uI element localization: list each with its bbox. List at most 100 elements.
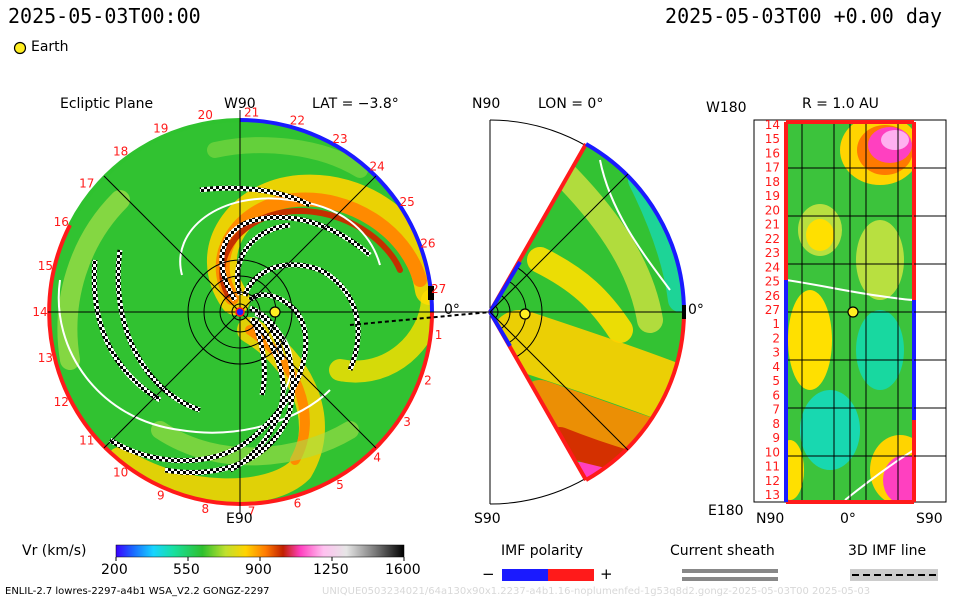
radial-y-label: 5	[772, 374, 780, 388]
colorbar-tick-550: 550	[173, 562, 200, 578]
ecliptic-tick-label: 4	[373, 451, 381, 465]
radial-y-label: 13	[765, 488, 780, 502]
colorbar-tick-1600: 1600	[385, 562, 421, 578]
ecliptic-tick-label: 19	[153, 121, 168, 135]
ecliptic-tick-label: 14	[32, 305, 47, 319]
radial-polarity-rim	[784, 120, 916, 504]
radial-y-label: 3	[772, 346, 780, 360]
meridional-polarity-rim	[488, 142, 686, 482]
datetime-left: 2025-05-03T00:00	[8, 4, 201, 28]
colorbar-tick-900: 900	[245, 562, 272, 578]
meridional-current-sheath	[599, 159, 671, 291]
radial-y-label: 24	[765, 260, 780, 274]
imf-polarity-title: IMF polarity	[501, 543, 584, 559]
radial-y-label: 4	[772, 360, 780, 374]
radial-y-label: 27	[765, 303, 780, 317]
radial-x-mid: 0°	[840, 511, 856, 527]
colorbar-tick-1250: 1250	[313, 562, 349, 578]
ecliptic-tick-label: 17	[79, 176, 94, 190]
ecliptic-tick-label: 27	[431, 282, 446, 296]
radial-y-label: 8	[772, 417, 780, 431]
radial-panel: 1415161718192021222324252627123456789101…	[753, 118, 947, 504]
earth-link-line	[349, 311, 491, 326]
radial-y-label: 10	[765, 445, 780, 459]
ecliptic-right-label: 0°	[444, 302, 460, 318]
datetime-right: 2025-05-03T00 +0.00 day	[665, 4, 942, 28]
ecliptic-tick-label: 2	[424, 373, 432, 387]
imf-minus-label: −	[482, 565, 495, 583]
ecliptic-panel: 20 21222324252627123456789101112131415161…	[32, 105, 491, 519]
ecliptic-tick-label: 23	[332, 132, 347, 146]
ecliptic-tick-label: 15	[38, 259, 53, 273]
ecliptic-tick-label: 26	[420, 237, 435, 251]
ecliptic-tick-label: 3	[403, 415, 411, 429]
ecliptic-bottom-label: E90	[226, 511, 253, 527]
ecliptic-tick-label: 6	[294, 497, 302, 511]
earth-marker	[269, 306, 281, 318]
imf-positive-swatch	[548, 569, 594, 581]
meridional-bottom-label: S90	[474, 511, 501, 527]
radial-y-label: 17	[765, 161, 780, 175]
vr-colorbar	[115, 544, 405, 558]
ecliptic-title: Ecliptic Plane	[60, 96, 154, 112]
meridional-earth-tick	[682, 305, 686, 319]
ecliptic-tick-label: 22	[290, 113, 305, 127]
ecliptic-tick-label: 9	[157, 489, 165, 503]
radial-outer-grid	[914, 167, 946, 457]
radial-y-label: 11	[765, 460, 780, 474]
ecliptic-imf-lines	[91, 185, 372, 475]
radial-y-label: 6	[772, 388, 780, 402]
footer-model-text: ENLIL-2.7 lowres-2297-a4b1 WSA_V2.2 GONG…	[5, 586, 270, 597]
meridional-lon-label: LON = 0°	[538, 96, 604, 112]
ecliptic-lat-label: LAT = −3.8°	[312, 96, 399, 112]
radial-y-label: 18	[765, 175, 780, 189]
colorbar-title: Vr (km/s)	[22, 543, 87, 559]
ecliptic-tick-label: 21	[244, 105, 259, 119]
radial-y-label: 7	[772, 403, 780, 417]
vr-colorbar-ticks	[115, 557, 405, 561]
meridional-earth-marker	[519, 308, 531, 320]
radial-bottom-label: E180	[708, 503, 744, 519]
imf-negative-swatch	[502, 569, 548, 581]
current-sheath-title: Current sheath	[670, 543, 775, 559]
ecliptic-tick-label: 11	[79, 434, 94, 448]
radial-y-label: 19	[765, 189, 780, 203]
ecliptic-tick-label: 10	[113, 465, 128, 479]
ecliptic-tick-label: 5	[336, 478, 344, 492]
earth-legend-label: Earth	[31, 39, 69, 55]
radial-r-label: R = 1.0 AU	[802, 96, 879, 112]
radial-y-label: 15	[765, 132, 780, 146]
ecliptic-tick-label: 12	[54, 395, 69, 409]
radial-y-label: 20	[765, 203, 780, 217]
sun-marker	[235, 307, 245, 317]
imf-line-title: 3D IMF line	[848, 543, 927, 559]
footer-run-text: UNIQUE0503234021/64a130x90x1.2237-a4b1.1…	[322, 586, 871, 597]
radial-x-right: S90	[916, 511, 943, 527]
current-sheath-swatch	[682, 569, 778, 581]
ecliptic-top-label: W90	[224, 96, 256, 112]
imf-plus-label: +	[600, 565, 613, 583]
ecliptic-carrington-ticks: 20 21222324252627123456789101112131415161…	[32, 105, 446, 518]
ecliptic-tick-label: 1	[435, 328, 443, 342]
earth-legend-icon	[13, 41, 27, 55]
radial-top-label: W180	[706, 100, 747, 116]
ecliptic-tick-label: 24	[370, 160, 385, 174]
radial-x-left: N90	[756, 511, 785, 527]
radial-y-label: 26	[765, 289, 780, 303]
radial-y-label: 12	[765, 474, 780, 488]
colorbar-tick-200: 200	[101, 562, 128, 578]
radial-earth-marker	[847, 306, 859, 318]
ecliptic-tick-label: 7	[248, 505, 256, 519]
radial-y-label: 22	[765, 232, 780, 246]
radial-y-label: 23	[765, 246, 780, 260]
radial-y-label: 9	[772, 431, 780, 445]
radial-y-label: 14	[765, 118, 780, 132]
ecliptic-tick-label: 18	[113, 145, 128, 159]
ecliptic-tick-label: 25	[399, 195, 414, 209]
ecliptic-tick-label: 8	[201, 502, 209, 516]
radial-y-label: 16	[765, 147, 780, 161]
imf-line-swatch	[850, 569, 938, 581]
radial-speed-blobs	[786, 122, 914, 502]
radial-current-sheath	[786, 279, 914, 501]
